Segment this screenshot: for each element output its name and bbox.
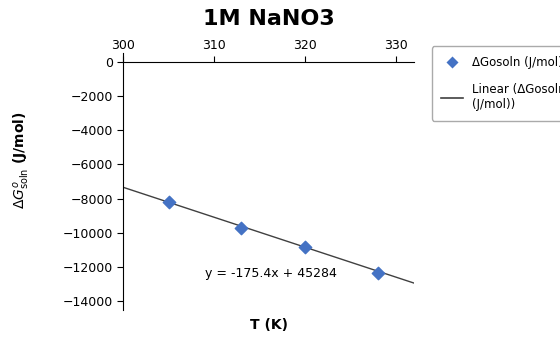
Text: y = -175.4x + 45284: y = -175.4x + 45284: [205, 267, 337, 280]
Point: [374, 271, 382, 276]
Point: [301, 244, 310, 250]
X-axis label: T (K): T (K): [250, 318, 288, 332]
Title: 1M NaNO3: 1M NaNO3: [203, 9, 335, 28]
Point: [237, 225, 246, 231]
Legend: ΔGosoln (J/mol), Linear (ΔGosoln
(J/mol)): ΔGosoln (J/mol), Linear (ΔGosoln (J/mol)…: [432, 47, 560, 121]
Point: [164, 199, 173, 205]
Text: $\Delta G^o_{\mathrm{soln}}$ (J/mol): $\Delta G^o_{\mathrm{soln}}$ (J/mol): [12, 111, 32, 209]
